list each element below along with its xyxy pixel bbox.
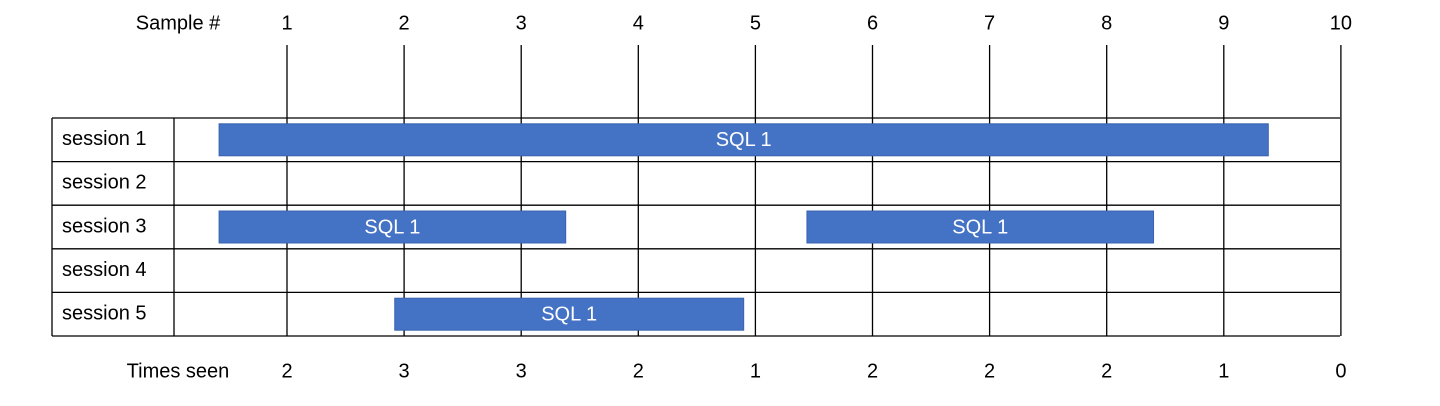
bar-label: SQL 1 <box>541 303 597 325</box>
session-label: session 1 <box>62 128 147 150</box>
header-label: Sample # <box>136 12 221 34</box>
sql-bar <box>218 123 1269 157</box>
bar-label: SQL 1 <box>716 129 772 151</box>
session-label: session 2 <box>62 172 147 194</box>
times-seen: 2 <box>1101 360 1112 382</box>
sample-number: 9 <box>1218 12 1229 34</box>
sql-bar <box>218 210 567 244</box>
bar-label: SQL 1 <box>364 216 420 238</box>
sample-number: 4 <box>633 12 644 34</box>
times-seen: 3 <box>399 360 410 382</box>
sample-number: 2 <box>399 12 410 34</box>
sample-number: 1 <box>281 12 292 34</box>
sample-number: 10 <box>1330 12 1352 34</box>
session-label: session 5 <box>62 302 147 324</box>
times-seen: 0 <box>1335 360 1346 382</box>
sample-number: 6 <box>867 12 878 34</box>
times-seen: 1 <box>1218 360 1229 382</box>
sample-number: 3 <box>516 12 527 34</box>
times-seen: 2 <box>633 360 644 382</box>
footer-label: Times seen <box>127 360 230 382</box>
times-seen: 2 <box>281 360 292 382</box>
session-label: session 4 <box>62 259 147 281</box>
times-seen: 2 <box>867 360 878 382</box>
bar-label: SQL 1 <box>952 216 1008 238</box>
sample-number: 8 <box>1101 12 1112 34</box>
session-label: session 3 <box>62 215 147 237</box>
times-seen: 3 <box>516 360 527 382</box>
sql-bar <box>806 210 1155 244</box>
times-seen: 2 <box>984 360 995 382</box>
sample-number: 7 <box>984 12 995 34</box>
times-seen: 1 <box>750 360 761 382</box>
sample-number: 5 <box>750 12 761 34</box>
sql-bar <box>394 297 745 331</box>
